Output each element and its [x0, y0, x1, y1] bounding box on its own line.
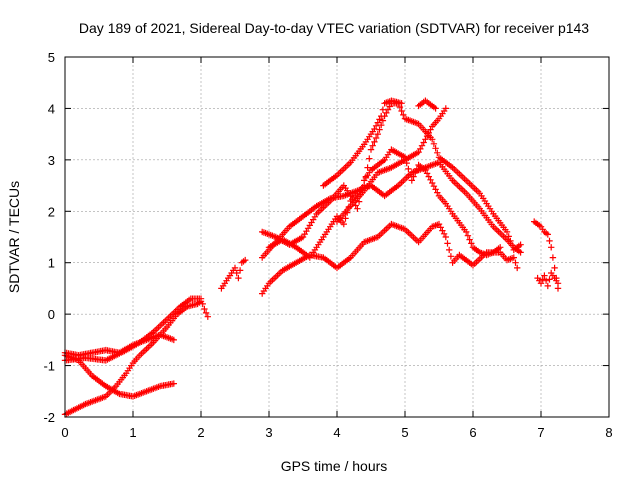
- data-point-markers: [333, 105, 449, 225]
- data-point-markers: [320, 97, 405, 189]
- x-tick-label: 2: [197, 425, 204, 440]
- x-tick-label: 1: [129, 425, 136, 440]
- x-tick-label: 3: [265, 425, 272, 440]
- x-tick-label: 6: [469, 425, 476, 440]
- series-track-14: [534, 269, 562, 290]
- x-tick-label: 8: [605, 425, 612, 440]
- data-point-markers: [218, 256, 249, 292]
- data-point-markers: [61, 352, 177, 400]
- y-axis-label: SDTVAR / TECUs: [6, 181, 22, 293]
- y-tick-label: -1: [43, 359, 55, 374]
- data-point-markers: [415, 97, 439, 112]
- tick-labels: 0 1 2 3 4 5 6 7 8 -2 -1 0 1 2 3 4 5: [43, 50, 612, 440]
- x-tick-label: 7: [537, 425, 544, 440]
- data-point-markers: [259, 220, 521, 297]
- grid: [64, 56, 610, 418]
- data-point-markers: [265, 100, 524, 261]
- data-point-markers: [259, 146, 504, 259]
- chart-title: Day 189 of 2021, Sidereal Day-to-day VTE…: [79, 20, 589, 36]
- x-tick-label: 4: [333, 425, 340, 440]
- series-track-5: [218, 256, 249, 292]
- y-tick-label: 1: [48, 256, 55, 271]
- series-track-8: [259, 146, 504, 259]
- y-tick-label: 4: [48, 101, 55, 116]
- y-tick-label: 2: [48, 204, 55, 219]
- y-tick-label: 0: [48, 307, 55, 322]
- series-track-7: [259, 159, 524, 261]
- x-axis-label: GPS time / hours: [281, 458, 388, 474]
- y-tick-label: -2: [43, 410, 55, 425]
- series-track-11: [320, 97, 405, 189]
- series-track-12: [415, 97, 439, 112]
- x-tick-label: 5: [401, 425, 408, 440]
- x-tick-label: 0: [61, 425, 68, 440]
- y-tick-label: 5: [48, 50, 55, 65]
- data-point-markers: [259, 159, 524, 261]
- series-track-10: [333, 105, 449, 225]
- data-marks: [61, 97, 562, 418]
- y-tick-label: 3: [48, 153, 55, 168]
- data-point-markers: [534, 269, 562, 290]
- plot-border: [64, 56, 610, 418]
- series-track-6: [259, 220, 521, 297]
- series-track-3: [61, 352, 177, 400]
- series-track-9: [265, 100, 524, 261]
